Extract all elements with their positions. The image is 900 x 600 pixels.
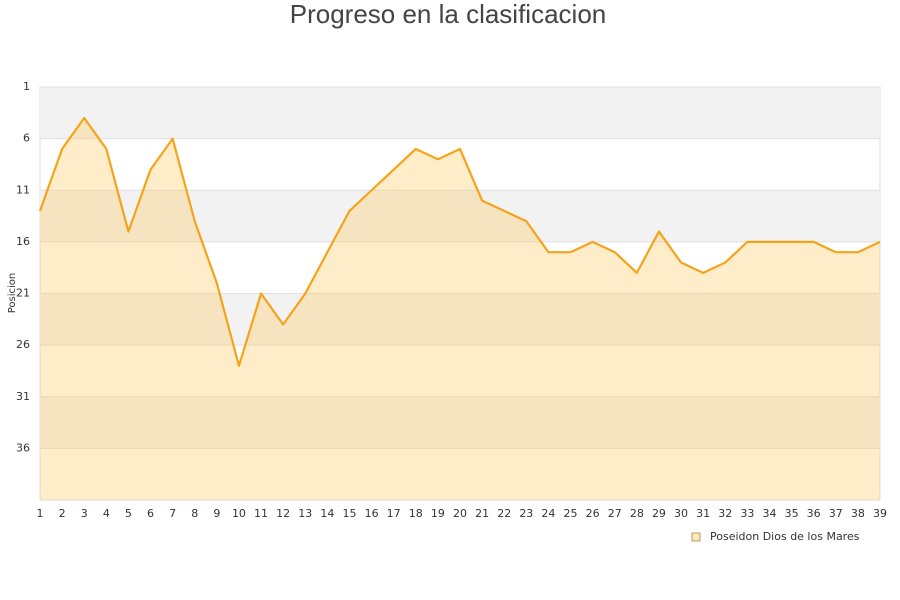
x-tick-label: 26 bbox=[586, 507, 600, 520]
x-tick-label: 4 bbox=[103, 507, 110, 520]
x-tick-label: 19 bbox=[431, 507, 445, 520]
x-tick-label: 36 bbox=[807, 507, 821, 520]
y-tick-label: 6 bbox=[23, 132, 30, 145]
y-axis-label: Posicion bbox=[7, 273, 18, 314]
grid-band bbox=[40, 87, 880, 139]
x-tick-label: 15 bbox=[342, 507, 356, 520]
legend-label: Poseidon Dios de los Mares bbox=[710, 530, 860, 543]
x-tick-label: 16 bbox=[365, 507, 379, 520]
y-tick-label: 21 bbox=[16, 287, 30, 300]
x-tick-label: 29 bbox=[652, 507, 666, 520]
x-tick-label: 6 bbox=[147, 507, 154, 520]
x-tick-label: 10 bbox=[232, 507, 246, 520]
x-tick-label: 14 bbox=[320, 507, 334, 520]
x-tick-label: 28 bbox=[630, 507, 644, 520]
x-tick-label: 31 bbox=[696, 507, 710, 520]
x-tick-label: 21 bbox=[475, 507, 489, 520]
x-tick-label: 33 bbox=[740, 507, 754, 520]
legend-swatch bbox=[691, 532, 701, 542]
y-tick-label: 11 bbox=[16, 183, 30, 196]
grid-band bbox=[40, 190, 880, 242]
x-tick-label: 7 bbox=[169, 507, 176, 520]
x-tick-label: 25 bbox=[564, 507, 578, 520]
x-tick-label: 1 bbox=[37, 507, 44, 520]
chart-title: Progreso en la clasificacion bbox=[290, 0, 607, 29]
x-tick-label: 38 bbox=[851, 507, 865, 520]
x-tick-label: 2 bbox=[59, 507, 66, 520]
x-tick-label: 39 bbox=[873, 507, 887, 520]
x-tick-label: 24 bbox=[541, 507, 555, 520]
x-tick-label: 9 bbox=[213, 507, 220, 520]
x-tick-label: 17 bbox=[387, 507, 401, 520]
x-tick-label: 22 bbox=[497, 507, 511, 520]
x-tick-label: 23 bbox=[519, 507, 533, 520]
x-tick-label: 12 bbox=[276, 507, 290, 520]
x-tick-label: 5 bbox=[125, 507, 132, 520]
line bbox=[38, 116, 881, 367]
y-tick-label: 16 bbox=[16, 235, 30, 248]
y-tick-label: 1 bbox=[23, 80, 30, 93]
x-tick-label: 20 bbox=[453, 507, 467, 520]
x-tick-label: 37 bbox=[829, 507, 843, 520]
grid-band bbox=[40, 396, 880, 449]
x-tick-label: 18 bbox=[409, 507, 423, 520]
y-tick-label: 36 bbox=[16, 441, 30, 454]
area bbox=[40, 117, 880, 500]
y-tick-label: 26 bbox=[16, 338, 30, 351]
x-tick-label: 3 bbox=[81, 507, 88, 520]
x-tick-label: 34 bbox=[762, 507, 776, 520]
x-tick-label: 27 bbox=[608, 507, 622, 520]
x-tick-label: 35 bbox=[785, 507, 799, 520]
x-tick-label: 32 bbox=[718, 507, 732, 520]
x-tick-label: 30 bbox=[674, 507, 688, 520]
grid-band bbox=[40, 293, 880, 346]
x-tick-label: 8 bbox=[191, 507, 198, 520]
x-tick-label: 11 bbox=[254, 507, 268, 520]
x-tick-label: 13 bbox=[298, 507, 312, 520]
y-tick-label: 31 bbox=[16, 390, 30, 403]
